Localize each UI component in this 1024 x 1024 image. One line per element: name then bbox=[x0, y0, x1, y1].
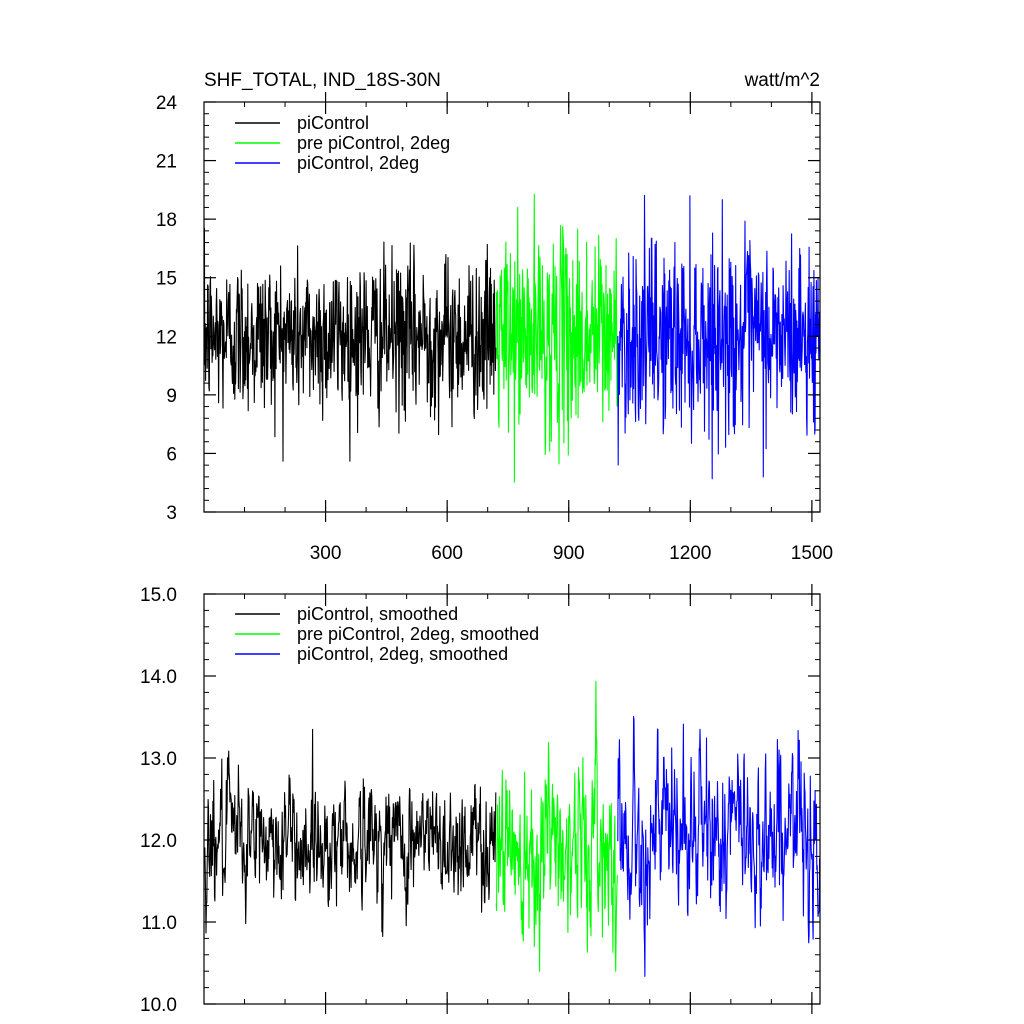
y-tick-label: 13.0 bbox=[140, 749, 177, 770]
series-line-picontrol-smoothed bbox=[203, 728, 497, 938]
series-line-pre-picontrol-2deg-smoothed bbox=[495, 680, 618, 972]
y-tick-label: 10.0 bbox=[140, 995, 177, 1016]
legend-label-pre-picontrol-2deg-smoothed: pre piControl, 2deg, smoothed bbox=[297, 624, 539, 644]
panel-top-frame bbox=[203, 101, 821, 513]
legend-label-picontrol-smoothed: piControl, smoothed bbox=[297, 604, 458, 624]
y-tick-label: 24 bbox=[156, 93, 178, 114]
y-tick-label: 6 bbox=[166, 444, 177, 465]
y-tick-label: 15.0 bbox=[140, 585, 177, 606]
panel-bottom-legend: piControl, smoothed pre piControl, 2deg,… bbox=[235, 604, 539, 664]
x-tick-label: 1200 bbox=[669, 543, 711, 564]
panel-top-series-group bbox=[203, 193, 821, 483]
series-line-picontrol bbox=[203, 227, 497, 462]
y-tick-label: 12 bbox=[156, 327, 177, 348]
y-tick-label: 12.0 bbox=[140, 831, 177, 852]
x-tick-label: 600 bbox=[431, 543, 463, 564]
panel-bottom: 10.0 11.0 12.0 13.0 14.0 15.0 piControl, smoo… bbox=[140, 584, 821, 1016]
series-line-picontrol-2deg-smoothed bbox=[617, 716, 821, 977]
panel-bottom-series-group bbox=[203, 680, 821, 977]
y-tick-label: 15 bbox=[156, 269, 177, 290]
panel-top: SHF_TOTAL, IND_18S-30N watt/m^2 3 6 9 12 15 1… bbox=[156, 70, 833, 564]
legend-label-picontrol-2deg: piControl, 2deg bbox=[297, 153, 419, 173]
panel-bottom-frame bbox=[203, 593, 821, 1005]
y-tick-label: 14.0 bbox=[140, 667, 177, 688]
series-line-pre-picontrol-2deg bbox=[495, 193, 618, 483]
y-tick-label: 11.0 bbox=[141, 913, 177, 934]
y-tick-label: 18 bbox=[156, 210, 177, 231]
legend-label-picontrol-2deg-smoothed: piControl, 2deg, smoothed bbox=[297, 644, 508, 664]
panel-top-legend: piControl pre piControl, 2deg piControl,… bbox=[235, 113, 450, 173]
panel-bottom-axes: 10.0 11.0 12.0 13.0 14.0 15.0 bbox=[140, 584, 820, 1016]
series-line-picontrol-2deg bbox=[617, 194, 821, 480]
x-tick-label: 900 bbox=[553, 543, 585, 564]
y-tick-label: 9 bbox=[166, 386, 177, 407]
y-tick-label: 21 bbox=[156, 152, 177, 173]
legend-label-picontrol: piControl bbox=[297, 113, 369, 133]
x-tick-label: 1500 bbox=[791, 543, 833, 564]
x-tick-label: 300 bbox=[310, 543, 342, 564]
panel-top-units: watt/m^2 bbox=[744, 70, 820, 91]
y-tick-label: 3 bbox=[166, 503, 177, 524]
legend-label-pre-picontrol-2deg: pre piControl, 2deg bbox=[297, 133, 450, 153]
panel-top-title: SHF_TOTAL, IND_18S-30N bbox=[204, 70, 441, 91]
panel-top-axes: 3 6 9 12 15 18 21 24 300 600 900 1200 1500 bbox=[156, 92, 833, 564]
